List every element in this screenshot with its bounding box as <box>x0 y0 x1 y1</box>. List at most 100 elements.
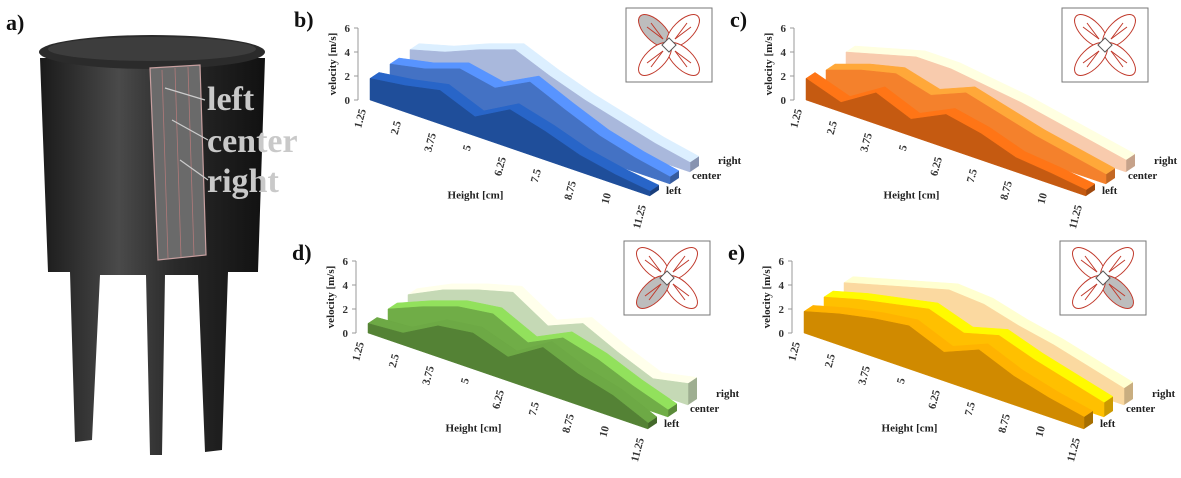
y-tick-label: 6 <box>781 23 787 35</box>
ribbon <box>805 77 1087 197</box>
x-axis-title: Height [cm] <box>446 422 502 434</box>
ribbon <box>367 323 649 430</box>
y-axis-title: velocity [m/s] <box>327 33 339 96</box>
series-label: center <box>690 403 719 415</box>
x-tick-label: 5 <box>895 376 908 385</box>
ribbon <box>803 311 1085 430</box>
inset-arrow <box>1108 283 1122 301</box>
inset-arrow <box>1086 22 1100 40</box>
inset-arrow <box>648 283 662 301</box>
x-tick-label: 2.5 <box>823 352 838 369</box>
x-tick-label: 2.5 <box>387 352 402 369</box>
inset-arrow <box>1080 259 1098 273</box>
y-tick-label: 0 <box>345 95 351 107</box>
inset-arrow <box>1110 50 1124 68</box>
x-tick-label: 6.25 <box>490 388 507 410</box>
series-label: left <box>666 185 682 197</box>
y-tick-label: 6 <box>779 256 785 268</box>
chart-panel: e) 0 2 4 6 velocity [m/s] 1.25 2.5 3.75 5 6.25 7.5 8… <box>728 240 1176 463</box>
ribbon-end <box>1104 396 1113 417</box>
series-label: left <box>664 418 680 430</box>
x-tick-label: 5 <box>461 143 474 152</box>
inset-arrow <box>650 22 664 40</box>
inset-arrow <box>1110 22 1124 40</box>
x-tick-label: 1.25 <box>350 340 367 362</box>
x-axis-title: Height [cm] <box>882 422 938 434</box>
callout: left <box>207 81 255 118</box>
x-tick-label: 6.25 <box>928 155 945 177</box>
series-label: right <box>716 388 740 400</box>
ribbon-end <box>668 403 677 417</box>
ribbon-end <box>1106 168 1115 184</box>
inset-arrow <box>674 26 692 40</box>
series-label: left <box>1100 418 1116 430</box>
x-tick-label: 7.5 <box>527 400 542 417</box>
ribbon-end <box>688 377 697 405</box>
panel-title: b) <box>294 7 314 32</box>
y-tick-label: 2 <box>345 71 351 83</box>
ribbon-end <box>1086 184 1095 196</box>
window-lines <box>161 66 195 259</box>
x-tick-label: 11.25 <box>629 436 647 463</box>
x-tick-label: 8.75 <box>562 179 579 201</box>
x-tick-label: 5 <box>459 376 472 385</box>
x-tick-label: 8.75 <box>996 412 1013 434</box>
series-label: left <box>1102 185 1118 197</box>
y-tick-label: 4 <box>781 47 787 59</box>
inset-arrow <box>644 283 662 297</box>
series-label: center <box>692 170 721 182</box>
y-tick-label: 6 <box>345 23 351 35</box>
inset-core <box>661 37 677 53</box>
x-tick-label: 6.25 <box>492 155 509 177</box>
inset-arrow <box>1110 26 1128 40</box>
inset-arrow <box>1108 259 1126 273</box>
ribbon-end <box>670 170 679 184</box>
x-tick-label: 7.5 <box>963 400 978 417</box>
ribbon-end <box>1084 411 1093 429</box>
inset-arrow <box>650 50 664 68</box>
y-tick-label: 0 <box>343 328 349 340</box>
panel-title: c) <box>730 7 747 32</box>
inset-arrow <box>672 255 686 273</box>
inset-arrow <box>1082 50 1100 64</box>
y-axis-title: velocity [m/s] <box>761 266 773 329</box>
series-label: right <box>1152 388 1176 400</box>
x-tick-label: 10 <box>599 191 614 205</box>
inset-arrow <box>674 50 688 68</box>
inset-arrow <box>644 259 662 273</box>
y-tick-label: 0 <box>779 328 785 340</box>
x-tick-label: 3.75 <box>856 364 873 386</box>
inset-core <box>1097 37 1113 53</box>
callout: center <box>207 123 298 160</box>
inset-arrow <box>1108 283 1126 297</box>
ribbon <box>369 78 651 197</box>
series-label: center <box>1126 403 1155 415</box>
y-tick-label: 4 <box>345 47 351 59</box>
panel-title: d) <box>292 240 312 265</box>
y-tick-label: 2 <box>781 71 787 83</box>
y-tick-label: 6 <box>343 256 349 268</box>
x-tick-label: 5 <box>897 143 910 152</box>
stool-top-face <box>48 37 256 61</box>
y-tick-label: 4 <box>779 280 785 292</box>
x-tick-label: 3.75 <box>858 131 875 153</box>
x-tick-label: 1.25 <box>352 107 369 129</box>
inset-arrow <box>1080 283 1098 297</box>
ribbon-end <box>650 185 659 196</box>
inset-arrow <box>672 283 690 297</box>
x-tick-label: 11.25 <box>1065 436 1083 463</box>
ribbon-end <box>1124 382 1133 405</box>
x-axis-title: Height [cm] <box>448 189 504 201</box>
inset-arrow <box>674 50 692 64</box>
x-tick-label: 7.5 <box>965 167 980 184</box>
inset-arrow <box>1108 255 1122 273</box>
callout-lines <box>164 87 209 181</box>
series-label: right <box>718 155 742 167</box>
x-tick-label: 3.75 <box>422 131 439 153</box>
x-tick-label: 11.25 <box>631 203 649 230</box>
x-tick-label: 2.5 <box>825 119 840 136</box>
inset-core <box>1095 270 1111 286</box>
callout: right <box>207 163 279 200</box>
y-tick-label: 2 <box>779 304 785 316</box>
